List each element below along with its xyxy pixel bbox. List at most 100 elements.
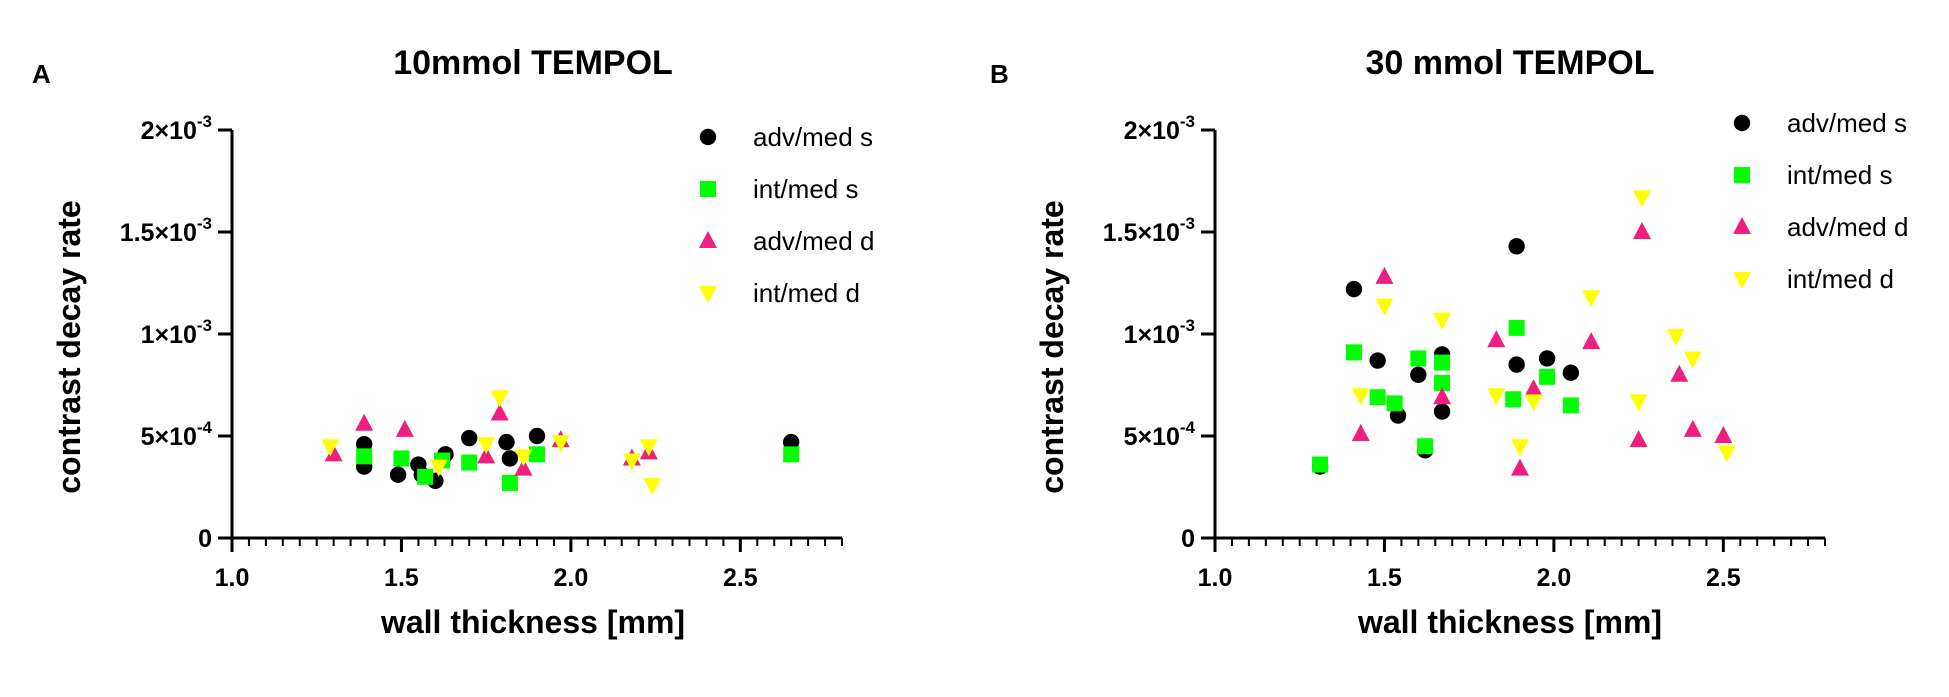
legend-marker <box>1733 272 1751 289</box>
series-int-med-d <box>321 390 662 495</box>
x-tick-label: 1.0 <box>215 564 250 592</box>
data-point <box>501 450 519 467</box>
data-point <box>1683 419 1702 437</box>
legend-marker <box>1733 217 1751 234</box>
data-point <box>1410 366 1427 383</box>
y-axis-label-a: contrast decay rate <box>51 200 87 493</box>
y-tick-label: 1×10-3 <box>1124 316 1195 349</box>
data-point <box>782 433 800 451</box>
legend-marker <box>1734 167 1750 183</box>
axes-b: 1.0 1.5 2.0 2.5 0 5×10-4 1×10-3 1.5×10-3 2×10-3 <box>1103 112 1826 592</box>
y-tick-label: 1.5×10-3 <box>120 214 212 247</box>
data-point <box>1351 423 1370 441</box>
data-point <box>1562 397 1579 414</box>
x-tick-label: 2.0 <box>554 564 589 592</box>
data-point <box>1351 388 1370 406</box>
data-point <box>1508 319 1525 336</box>
series-int-med-s <box>1312 319 1579 473</box>
series-adv-med-s <box>1311 238 1580 475</box>
y-tick-label: 1×10-3 <box>141 316 212 349</box>
data-point <box>1417 438 1434 455</box>
data-point <box>490 390 509 408</box>
data-point <box>643 477 662 495</box>
data-point <box>528 427 546 445</box>
legend-label: int/med s <box>753 174 859 204</box>
legend-label: int/med d <box>1787 264 1894 294</box>
y-tick-label: 2×10-3 <box>141 112 212 145</box>
data-point <box>1487 388 1506 406</box>
data-point <box>389 466 407 483</box>
y-tick-label: 0 <box>1181 525 1195 553</box>
data-point <box>1633 222 1651 239</box>
data-point <box>324 444 343 462</box>
data-point <box>1562 364 1580 381</box>
legend-marker <box>1733 114 1751 132</box>
data-point <box>639 439 658 457</box>
data-point <box>1410 350 1427 367</box>
data-point <box>1433 312 1452 330</box>
legend-label: adv/med s <box>1787 108 1907 138</box>
axes-a: 1.0 1.5 2.0 2.5 0 5×10-4 1×10-3 1.5×10-3 2×10-3 <box>120 112 843 592</box>
y-tick-label: 5×10-4 <box>1124 418 1196 451</box>
data-point <box>1629 430 1648 448</box>
data-point <box>1511 439 1529 457</box>
x-tick-label: 2.0 <box>1537 564 1572 592</box>
legend-marker <box>699 286 717 303</box>
data-point <box>1717 445 1736 463</box>
chart-title-a: 10mmol TEMPOL <box>393 44 673 82</box>
legend-label: int/med s <box>1787 160 1893 190</box>
data-point <box>1389 407 1407 424</box>
data-point <box>1375 266 1394 284</box>
data-point <box>355 435 373 453</box>
data-point <box>1345 344 1362 361</box>
legend-b: adv/med s int/med s adv/med d int/med d <box>1733 108 1908 294</box>
data-point <box>355 413 374 431</box>
data-point <box>783 446 800 463</box>
y-tick-label: 2×10-3 <box>1124 112 1195 145</box>
data-point <box>1629 394 1648 412</box>
x-tick-label: 2.5 <box>723 564 758 592</box>
data-point <box>490 403 509 421</box>
data-point <box>529 446 545 463</box>
series-adv-med-s <box>355 427 800 490</box>
data-point <box>1508 356 1525 373</box>
data-point <box>1505 391 1522 408</box>
data-point <box>1511 458 1529 476</box>
legend-marker <box>699 128 717 146</box>
data-point <box>429 459 448 477</box>
data-point <box>1633 190 1651 208</box>
data-point <box>395 419 414 437</box>
y-tick-label: 0 <box>198 525 212 553</box>
legend-a: adv/med s int/med s adv/med d int/med d <box>699 122 874 308</box>
x-axis-label-b: wall thickness [mm] <box>1357 604 1662 640</box>
data-point <box>1375 298 1394 316</box>
chart-title-b: 30 mmol TEMPOL <box>1365 44 1654 82</box>
panel-a: A 10mmol TEMPOL wall thickness [mm] cont… <box>32 44 874 640</box>
data-point <box>1539 368 1556 385</box>
data-point <box>461 429 478 447</box>
x-tick-label: 1.5 <box>384 564 419 592</box>
data-point <box>321 439 340 457</box>
y-tick-label: 1.5×10-3 <box>1103 214 1195 247</box>
data-point <box>1714 426 1733 443</box>
data-points-b <box>1311 190 1736 476</box>
data-point <box>1487 330 1506 348</box>
x-axis-label-a: wall thickness [mm] <box>380 604 685 640</box>
data-point <box>1508 238 1525 255</box>
panel-letter-b: B <box>990 59 1009 89</box>
y-axis-label-b: contrast decay rate <box>1034 200 1070 493</box>
y-tick-label: 5×10-4 <box>141 418 213 451</box>
legend-label: adv/med d <box>1787 212 1908 242</box>
data-point <box>1582 332 1601 350</box>
series-int-med-d <box>1351 190 1736 463</box>
data-point <box>477 446 496 464</box>
panel-b: B 30 mmol TEMPOL wall thickness [mm] con… <box>990 44 1908 640</box>
x-tick-label: 1.0 <box>1198 564 1233 592</box>
data-point <box>1434 374 1451 391</box>
data-point <box>1312 456 1329 473</box>
data-point <box>1369 389 1386 406</box>
data-point <box>1524 379 1543 397</box>
data-point <box>514 458 533 476</box>
data-point <box>514 449 533 467</box>
